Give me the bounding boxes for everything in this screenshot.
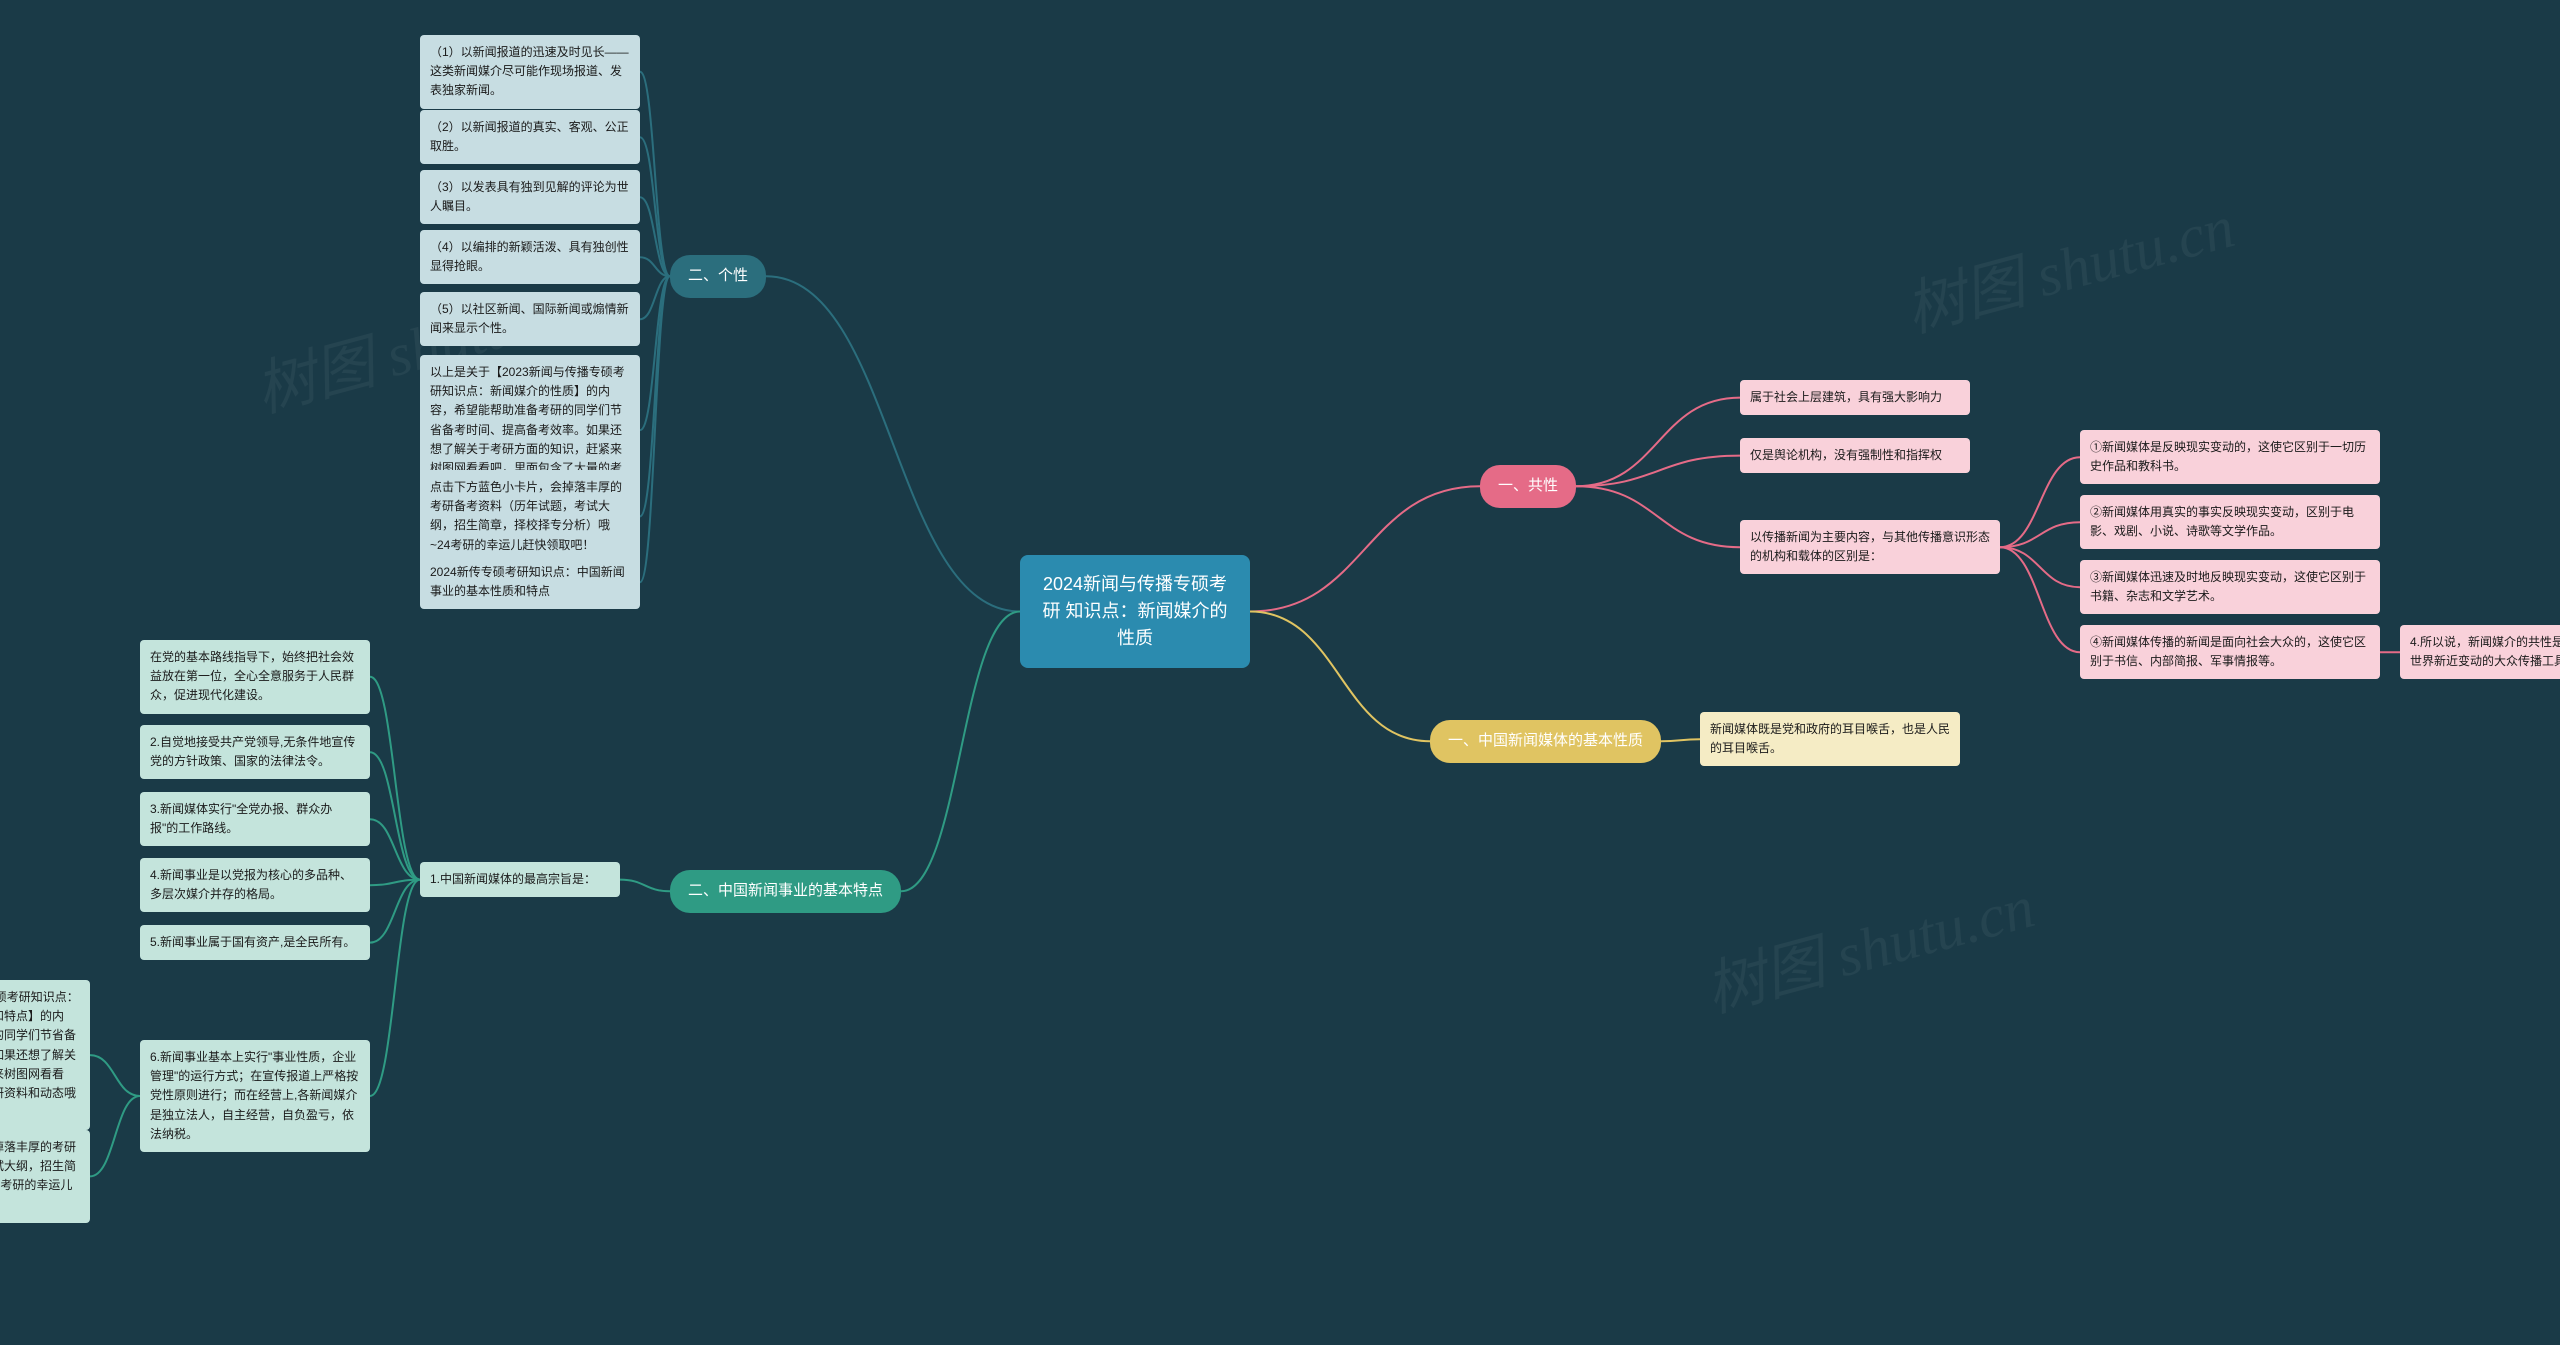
leaf-node: （4）以编排的新颖活泼、具有独创性显得抢眼。 (420, 230, 640, 284)
leaf-node: （3）以发表具有独到见解的评论为世人瞩目。 (420, 170, 640, 224)
leaf-node: 2024新传专硕考研知识点：中国新闻事业的基本性质和特点 (420, 555, 640, 609)
leaf-node: （5）以社区新闻、国际新闻或煽情新闻来显示个性。 (420, 292, 640, 346)
leaf-node: ②新闻媒体用真实的事实反映现实变动，区别于电影、戏剧、小说、诗歌等文学作品。 (2080, 495, 2380, 549)
watermark: 树图 shutu.cn (1694, 858, 2042, 1029)
leaf-node: 以传播新闻为主要内容，与其他传播意识形态的机构和载体的区别是： (1740, 520, 2000, 574)
mindmap-root: 2024新闻与传播专硕考研 知识点：新闻媒介的性质 (1020, 555, 1250, 668)
leaf-node: 仅是舆论机构，没有强制性和指挥权 (1740, 438, 1970, 473)
leaf-node: 在党的基本路线指导下，始终把社会效益放在第一位，全心全意服务于人民群众，促进现代… (140, 640, 370, 714)
leaf-node: 1.中国新闻媒体的最高宗旨是： (420, 862, 620, 897)
leaf-node: 点击下方蓝色小卡片，会掉落丰厚的考研备考资料（历年试题，考试大纲，招生简章，择校… (420, 470, 640, 563)
leaf-node: ④新闻媒体传播的新闻是面向社会大众的，这使它区别于书信、内部简报、军事情报等。 (2080, 625, 2380, 679)
leaf-node: 4.新闻事业是以党报为核心的多品种、多层次媒介并存的格局。 (140, 858, 370, 912)
leaf-node: 4.所以说，新闻媒介的共性是：真实地、及时地反映世界新近变动的大众传播工具。 (2400, 625, 2560, 679)
leaf-node: 5.新闻事业属于国有资产,是全民所有。 (140, 925, 370, 960)
leaf-node: 3.新闻媒体实行"全党办报、群众办报"的工作路线。 (140, 792, 370, 846)
leaf-node: 以上是关于【2024新传专硕考研知识点：中国新闻事业的基本性质和特点】的内容，希… (0, 980, 90, 1130)
leaf-node: ③新闻媒体迅速及时地反映现实变动，这使它区别于书籍、杂志和文学艺术。 (2080, 560, 2380, 614)
leaf-node: 2.自觉地接受共产党领导,无条件地宣传党的方针政策、国家的法律法令。 (140, 725, 370, 779)
leaf-node: （1）以新闻报道的迅速及时见长——这类新闻媒介尽可能作现场报道、发表独家新闻。 (420, 35, 640, 109)
leaf-node: ①新闻媒体是反映现实变动的，这使它区别于一切历史作品和教科书。 (2080, 430, 2380, 484)
leaf-node: （2）以新闻报道的真实、客观、公正取胜。 (420, 110, 640, 164)
watermark: 树图 shutu.cn (1894, 178, 2242, 349)
branch-node: 二、中国新闻事业的基本特点 (670, 870, 901, 913)
leaf-node: 新闻媒体既是党和政府的耳目喉舌，也是人民的耳目喉舌。 (1700, 712, 1960, 766)
branch-node: 二、个性 (670, 255, 766, 298)
branch-node: 一、共性 (1480, 465, 1576, 508)
branch-node: 一、中国新闻媒体的基本性质 (1430, 720, 1661, 763)
leaf-node: 属于社会上层建筑，具有强大影响力 (1740, 380, 1970, 415)
leaf-node: 6.新闻事业基本上实行"事业性质，企业管理"的运行方式；在宣传报道上严格按党性原… (140, 1040, 370, 1152)
leaf-node: 点击下方蓝色小卡片，会掉落丰厚的考研备考资料（历年试题，考试大纲，招生简章，择校… (0, 1130, 90, 1223)
